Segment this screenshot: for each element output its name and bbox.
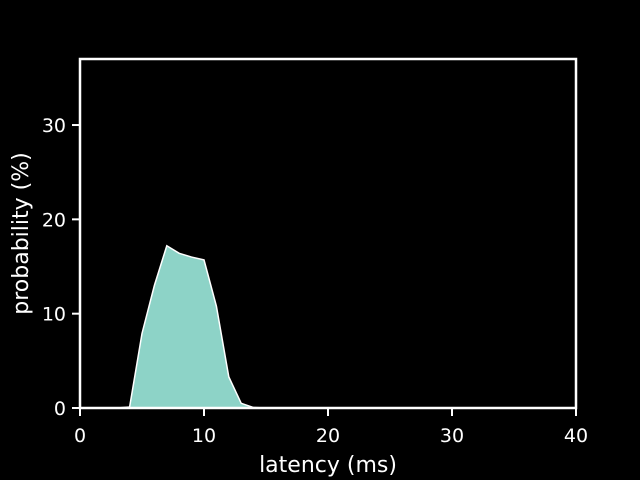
y-axis-label: probability (%) — [9, 152, 34, 314]
series-line-0 — [117, 244, 267, 409]
x-tick-label-10: 10 — [192, 425, 216, 447]
x-tick-label-20: 20 — [316, 425, 340, 447]
y-tick-label-10: 10 — [42, 304, 66, 326]
x-tick-label-30: 30 — [440, 425, 464, 447]
axis-ticks: 0 10 20 30 40 0 10 20 30 — [42, 115, 588, 447]
y-tick-label-20: 20 — [42, 209, 66, 231]
x-tick-label-40: 40 — [564, 425, 588, 447]
plot-area — [117, 244, 267, 409]
x-tick-label-0: 0 — [74, 425, 86, 447]
y-tick-label-30: 30 — [42, 115, 66, 137]
y-tick-label-0: 0 — [54, 398, 66, 420]
axes-frame — [78, 57, 578, 410]
x-axis-label: latency (ms) — [259, 453, 397, 478]
